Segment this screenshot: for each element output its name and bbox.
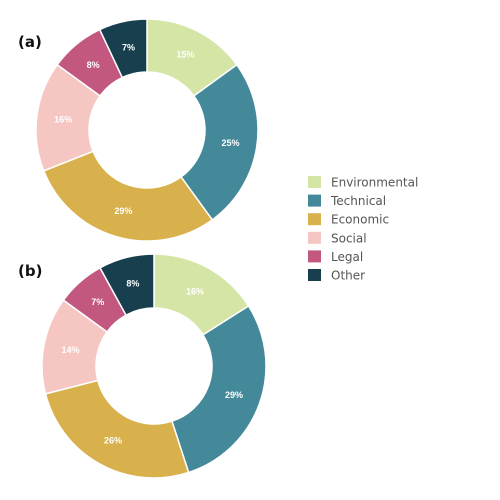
donut-a-label-other: 7% [122,43,135,53]
legend-label-legal: Legal [331,250,363,264]
donut-b-slice-technical [170,304,267,474]
donut-a-label-technical: 25% [221,138,239,148]
donut-b-label-legal: 7% [91,297,104,307]
panel-label-a: (a) [18,33,42,51]
legend-swatch-other [308,269,321,281]
legend-label-other: Other [331,269,365,283]
legend-label-social: Social [331,231,367,245]
donut-chart-b: 16% 29% 26% 14% 7% 8% [41,253,267,479]
donut-b-slice-other [99,253,155,317]
donut-a-label-social: 16% [54,114,72,124]
donut-b-label-technical: 29% [225,390,243,400]
panel-label-b: (b) [18,262,42,280]
donut-a-slice-economic [42,150,214,242]
donut-b-label-other: 8% [126,279,139,289]
legend-swatch-legal [308,250,321,263]
donut-b-label-social: 14% [61,345,79,355]
legend-swatch-economic [308,213,321,226]
legend-swatch-social [308,231,321,244]
legend: Environmental Technical Economic Social Lega… [308,176,418,283]
legend-label-environmental: Environmental [331,176,418,190]
donut-a-label-economic: 29% [114,206,132,216]
donut-b-label-economic: 26% [104,435,122,445]
donut-a-slice-other [98,18,148,79]
legend-swatch-technical [308,194,321,207]
legend-label-economic: Economic [331,213,389,227]
donut-a-label-legal: 8% [87,60,100,70]
donut-b-label-environmental: 16% [186,287,204,297]
legend-label-technical: Technical [330,194,386,208]
donut-chart-a: 15% 25% 29% 16% 8% 7% [35,18,259,242]
donut-a-label-environmental: 15% [176,50,194,60]
legend-swatch-environmental [308,176,321,188]
donut-b-slice-economic [44,379,190,479]
donut-a-slice-technical [180,63,259,221]
